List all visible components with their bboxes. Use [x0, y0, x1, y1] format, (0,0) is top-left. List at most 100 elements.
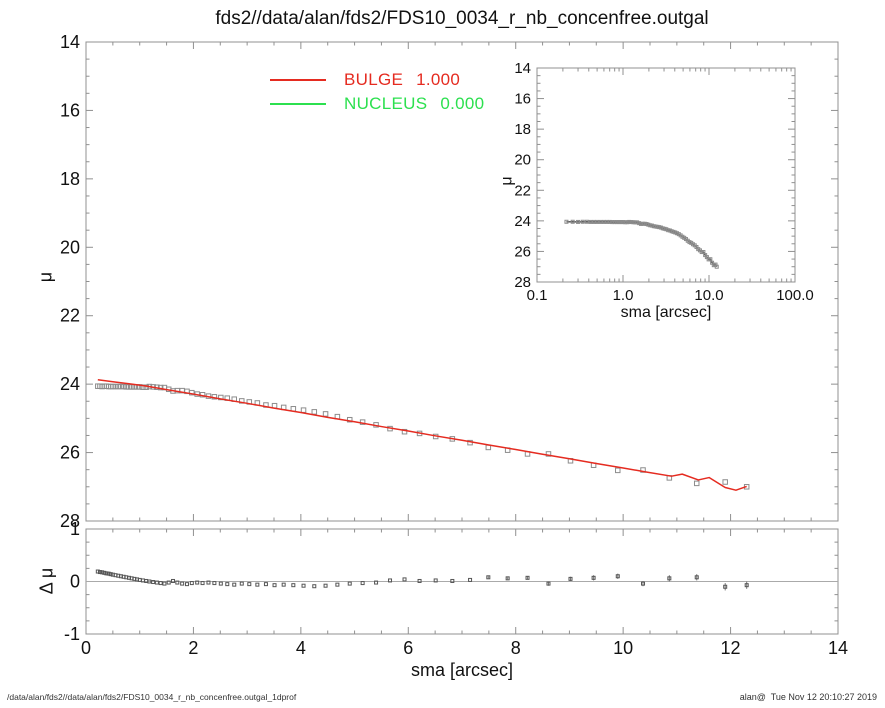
data-point: [505, 576, 510, 581]
tick-label: 26: [514, 243, 531, 260]
data-point: [301, 583, 306, 588]
data-point: [137, 577, 142, 582]
data-point: [641, 581, 646, 586]
data-point: [232, 582, 237, 587]
tick-label: 24: [514, 213, 531, 230]
tick-label: 1.0: [613, 287, 634, 304]
data-point: [206, 580, 211, 585]
data-point: [102, 570, 107, 575]
inset-y-axis-label: μ: [498, 176, 516, 186]
data-point: [239, 581, 244, 586]
tick-label: 14: [60, 32, 80, 52]
data-point: [612, 220, 617, 225]
data-point: [617, 220, 622, 225]
data-point: [171, 578, 176, 583]
legend-label-nucleus: NUCLEUS 0.000: [344, 94, 484, 114]
data-point: [546, 581, 551, 586]
data-point: [722, 479, 728, 485]
data-point: [708, 257, 713, 262]
nucleus-line-swatch: [270, 103, 326, 105]
data-point: [374, 580, 379, 585]
legend-label-bulge: BULGE 1.000: [344, 70, 460, 90]
data-point: [147, 579, 152, 584]
data-point: [694, 575, 699, 580]
data-point: [614, 220, 619, 225]
legend-bulge-value: 1.000: [416, 70, 461, 89]
data-point: [140, 578, 145, 583]
tick-label: 14: [828, 638, 848, 658]
inset-x-axis-label: sma [arcsec]: [620, 304, 712, 321]
data-point: [166, 580, 171, 585]
data-point: [255, 582, 260, 587]
data-point: [335, 582, 340, 587]
main-plot: 14 16 18 20 22 24 26 28: [60, 32, 839, 531]
data-point: [108, 572, 113, 577]
data-point: [100, 570, 105, 575]
main-y-axis-label: μ: [35, 271, 56, 283]
data-point: [615, 467, 621, 474]
data-point: [322, 411, 329, 417]
tick-label: 0.1: [527, 287, 548, 304]
data-point: [595, 219, 600, 224]
x-axis-label: sma [arcsec]: [410, 660, 514, 680]
data-point: [106, 571, 111, 576]
tick-label: 0: [70, 572, 80, 592]
data-point: [347, 581, 352, 586]
data-point: [388, 578, 393, 583]
data-point: [281, 582, 286, 587]
data-point: [158, 581, 163, 586]
data-point: [195, 580, 200, 585]
data-point: [154, 580, 159, 585]
tick-label: 16: [514, 91, 531, 108]
data-point: [218, 581, 223, 586]
inset-plot: 0.1 1.0 10.0 100.0 14 16 18 20 22 24 26 28: [514, 60, 813, 304]
data-point: [184, 582, 189, 587]
data-point: [104, 571, 109, 576]
legend-item-bulge: BULGE 1.000: [270, 70, 460, 90]
legend-bulge-name: BULGE: [344, 70, 404, 89]
tick-label: 2: [188, 638, 198, 658]
data-point: [175, 580, 180, 585]
data-point: [667, 576, 672, 581]
bulge-model-line: [97, 378, 747, 491]
data-point: [545, 451, 552, 457]
data-point: [568, 576, 573, 581]
data-point: [640, 467, 646, 473]
data-point: [450, 578, 455, 583]
data-point: [300, 407, 307, 413]
data-point: [143, 384, 149, 390]
tick-label: 26: [60, 443, 80, 463]
tick-label: 20: [514, 152, 531, 169]
data-point: [162, 581, 167, 586]
legend-nucleus-name: NUCLEUS: [344, 94, 428, 113]
data-point: [610, 220, 615, 225]
tick-label: 22: [60, 306, 80, 326]
data-point: [468, 577, 473, 582]
data-point: [570, 219, 575, 224]
data-point: [323, 583, 328, 588]
data-point: [151, 580, 156, 585]
data-point: [744, 583, 749, 588]
data-point: [312, 584, 317, 589]
data-point: [291, 583, 296, 588]
tick-label: 10.0: [694, 287, 723, 304]
data-point: [486, 575, 491, 580]
data-point: [564, 219, 569, 224]
tick-label: 28: [60, 511, 80, 531]
residual-y-axis-label: Δ μ: [36, 567, 57, 595]
tick-label: 8: [511, 638, 521, 658]
footer-file-path: /data/alan/fds2//data/alan/fds2/FDS10_00…: [7, 692, 297, 702]
data-point: [417, 578, 422, 583]
data-point: [401, 428, 408, 435]
data-point: [621, 220, 625, 225]
data-point: [263, 582, 268, 587]
tick-label: 24: [60, 374, 80, 394]
data-point: [714, 264, 719, 269]
data-point: [212, 581, 217, 586]
data-point: [723, 584, 728, 589]
tick-label: 18: [60, 169, 80, 189]
footer-user-timestamp: alan@ Tue Nov 12 20:10:27 2019: [739, 692, 877, 702]
data-point: [97, 570, 102, 575]
